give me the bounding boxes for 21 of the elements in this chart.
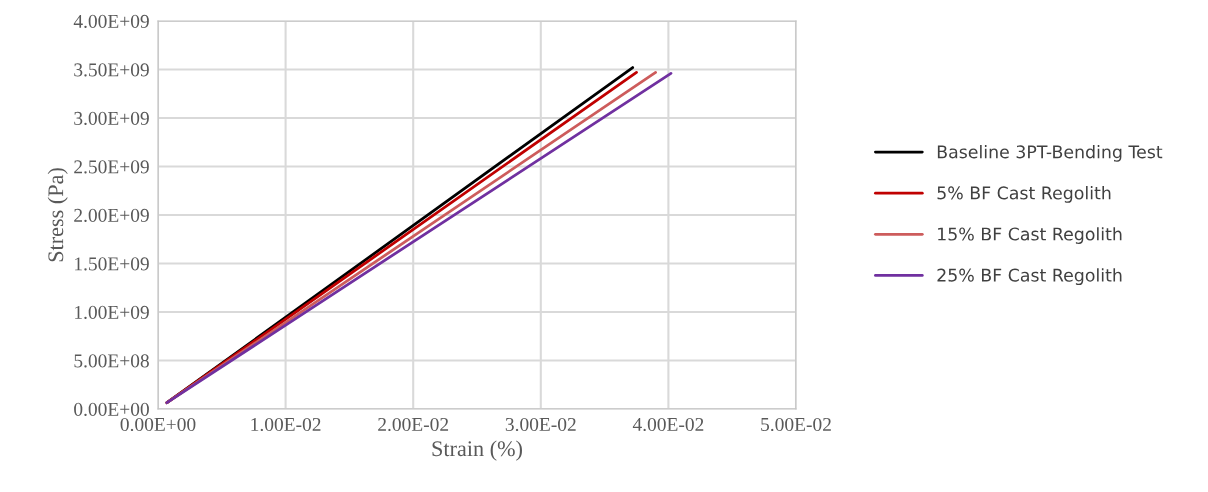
- x-tick-label: 2.00E-02: [378, 417, 449, 432]
- y-tick-label: 0.00E+00: [74, 402, 149, 417]
- y-tick-label: 1.00E+09: [75, 305, 149, 320]
- y-tick-label: 2.50E+09: [74, 160, 149, 174]
- y-axis-title: Stress (Pa): [47, 168, 68, 262]
- y-tick-label: 2.00E+09: [74, 208, 149, 223]
- y-tick-label: 5.00E+08: [74, 354, 149, 368]
- x-tick-label: 5.00E-02: [761, 417, 831, 432]
- y-tick-label: 3.00E+09: [74, 111, 149, 126]
- x-tick-label: 1.00E-02: [251, 417, 321, 432]
- y-tick-label: 3.50E+09: [74, 63, 149, 77]
- legend-label: 15% BF Cast Regolith: [938, 227, 1122, 244]
- legend-label: Baseline 3PT-Bending Test: [937, 144, 1163, 162]
- x-tick-label: 0.00E+00: [120, 417, 196, 432]
- y-tick-label: 1.50E+09: [75, 257, 149, 271]
- x-tick-label: 3.00E-02: [505, 417, 576, 432]
- legend-label: 25% BF Cast Regolith: [937, 268, 1122, 286]
- y-tick-label: 4.00E+09: [73, 14, 149, 29]
- legend-label: 5% BF Cast Regolith: [937, 186, 1111, 203]
- x-tick-label: 4.00E-02: [632, 417, 704, 432]
- x-axis-title: Strain (%): [432, 440, 522, 461]
